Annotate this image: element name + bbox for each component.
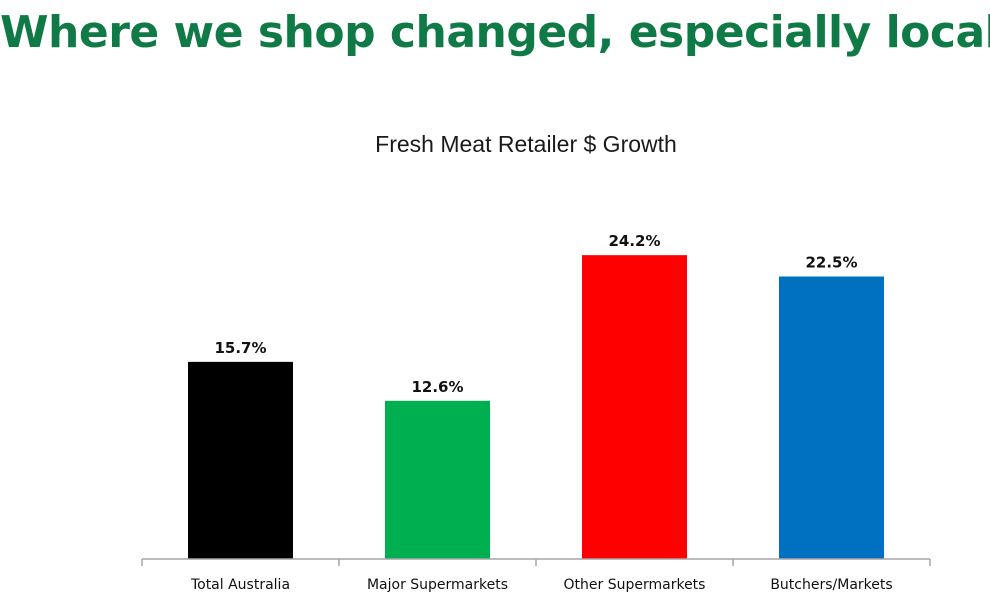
data-label-total-australia: 15.7% xyxy=(214,339,266,357)
data-label-major-supermarkets: 12.6% xyxy=(411,378,463,396)
labels-layer: 15.7% Total Australia 12.6% Major Supermark… xyxy=(190,232,893,593)
x-tick-label-butchers-markets: Butchers/Markets xyxy=(770,577,892,593)
x-axis-ticks xyxy=(141,559,931,566)
data-label-butchers-markets: 22.5% xyxy=(805,254,857,272)
slide-title: Where we shop changed, especially local xyxy=(0,7,990,58)
x-tick-label-major-supermarkets: Major Supermarkets xyxy=(367,577,508,593)
bar-major-supermarkets xyxy=(385,400,490,559)
bar-total-australia xyxy=(188,361,293,559)
bars-layer xyxy=(188,255,884,559)
bar-other-supermarkets xyxy=(582,255,687,559)
x-tick-label-other-supermarkets: Other Supermarkets xyxy=(564,577,706,593)
x-tick-label-total-australia: Total Australia xyxy=(190,577,290,593)
chart-title: Fresh Meat Retailer $ Growth xyxy=(375,131,677,157)
bar-butchers-markets xyxy=(779,276,884,559)
data-label-other-supermarkets: 24.2% xyxy=(608,232,660,250)
